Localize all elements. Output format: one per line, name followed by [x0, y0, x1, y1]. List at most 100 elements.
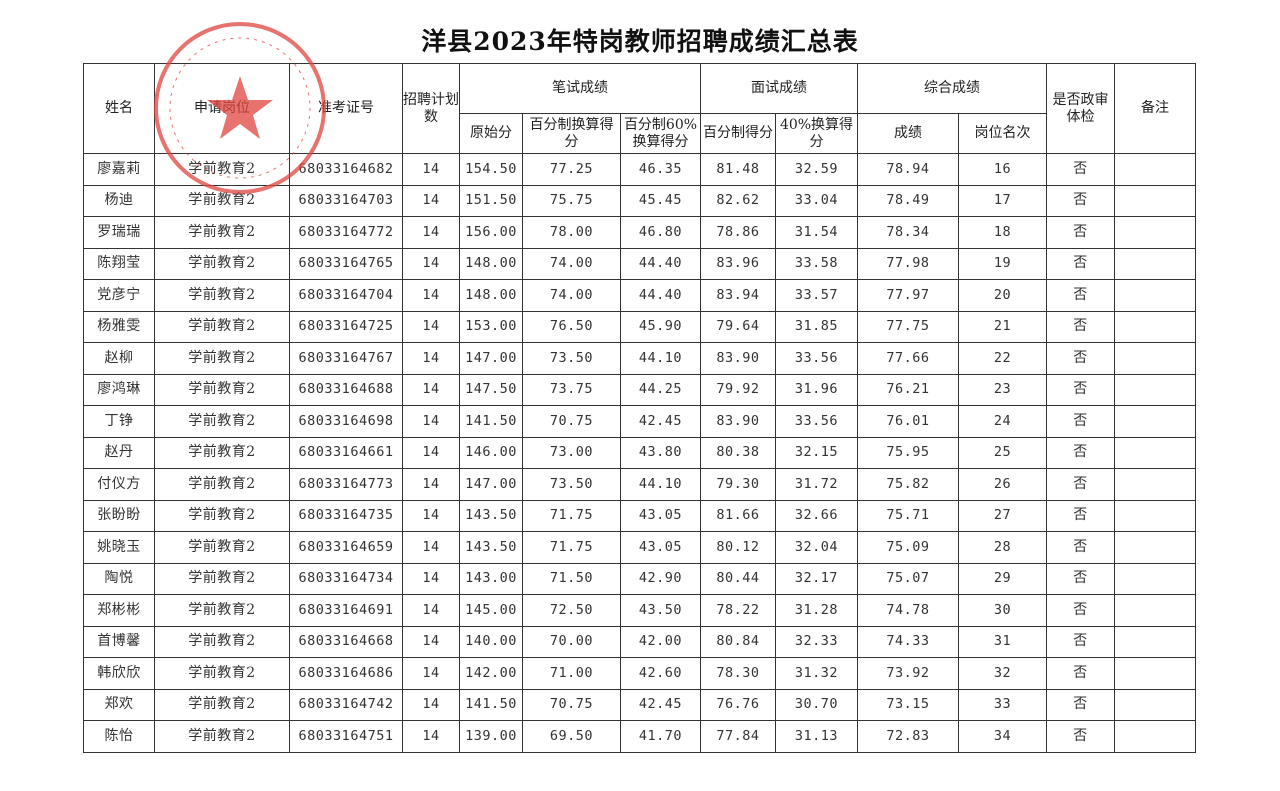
check-cell: 否: [1046, 531, 1115, 564]
check-cell: 否: [1046, 499, 1115, 532]
total-score-cell: 78.49: [857, 184, 959, 217]
rank-cell: 25: [958, 436, 1047, 469]
position-cell: 学前教育2: [154, 688, 290, 721]
written-pct-cell: 71.00: [522, 657, 621, 690]
interview-pct-cell: 83.90: [700, 342, 776, 375]
rank-cell: 20: [958, 279, 1047, 312]
written-pct-cell: 70.75: [522, 405, 621, 438]
name-cell: 廖鸿琳: [83, 373, 155, 406]
written-60-cell: 45.45: [620, 184, 701, 217]
plan-cell: 14: [402, 499, 460, 532]
plan-cell: 14: [402, 468, 460, 501]
position-cell: 学前教育2: [154, 216, 290, 249]
header-remark: 备注: [1114, 63, 1196, 154]
position-cell: 学前教育2: [154, 310, 290, 343]
table-row: 付仪方 学前教育2 68033164773 14 147.00 73.50 44.10 79.…: [83, 468, 1196, 501]
name-cell: 郑欢: [83, 688, 155, 721]
written-pct-cell: 75.75: [522, 184, 621, 217]
rank-cell: 26: [958, 468, 1047, 501]
check-cell: 否: [1046, 688, 1115, 721]
check-cell: 否: [1046, 594, 1115, 627]
exam-no-cell: 68033164725: [289, 310, 403, 343]
written-raw-cell: 143.50: [459, 531, 523, 564]
written-60-cell: 44.40: [620, 279, 701, 312]
interview-40-cell: 31.13: [775, 720, 858, 753]
total-score-cell: 73.15: [857, 688, 959, 721]
written-60-cell: 43.80: [620, 436, 701, 469]
exam-no-cell: 68033164735: [289, 499, 403, 532]
written-pct-cell: 73.50: [522, 468, 621, 501]
header-check: 是否政审体检: [1046, 63, 1115, 154]
written-pct-cell: 70.00: [522, 625, 621, 658]
position-cell: 学前教育2: [154, 468, 290, 501]
plan-cell: 14: [402, 342, 460, 375]
written-60-cell: 44.40: [620, 247, 701, 280]
interview-pct-cell: 81.66: [700, 499, 776, 532]
rank-cell: 29: [958, 562, 1047, 595]
check-cell: 否: [1046, 247, 1115, 280]
table-row: 丁铮 学前教育2 68033164698 14 141.50 70.75 42.45 83.9…: [83, 405, 1196, 438]
rank-cell: 30: [958, 594, 1047, 627]
rank-cell: 28: [958, 531, 1047, 564]
plan-cell: 14: [402, 216, 460, 249]
total-score-cell: 77.98: [857, 247, 959, 280]
total-score-cell: 74.78: [857, 594, 959, 627]
check-cell: 否: [1046, 468, 1115, 501]
plan-cell: 14: [402, 688, 460, 721]
exam-no-cell: 68033164765: [289, 247, 403, 280]
name-cell: 杨雅雯: [83, 310, 155, 343]
plan-cell: 14: [402, 310, 460, 343]
remark-cell: [1114, 342, 1196, 375]
position-cell: 学前教育2: [154, 373, 290, 406]
exam-no-cell: 68033164772: [289, 216, 403, 249]
written-pct-cell: 74.00: [522, 247, 621, 280]
interview-40-cell: 33.56: [775, 405, 858, 438]
total-score-cell: 73.92: [857, 657, 959, 690]
remark-cell: [1114, 625, 1196, 658]
name-cell: 付仪方: [83, 468, 155, 501]
name-cell: 韩欣欣: [83, 657, 155, 690]
check-cell: 否: [1046, 310, 1115, 343]
written-raw-cell: 147.50: [459, 373, 523, 406]
interview-pct-cell: 82.62: [700, 184, 776, 217]
header-rank: 岗位名次: [958, 113, 1047, 154]
table-row: 陈怡 学前教育2 68033164751 14 139.00 69.50 41.70 77.8…: [83, 720, 1196, 753]
total-score-cell: 75.95: [857, 436, 959, 469]
name-cell: 姚晓玉: [83, 531, 155, 564]
table-row: 郑欢 学前教育2 68033164742 14 141.50 70.75 42.45 76.7…: [83, 688, 1196, 721]
remark-cell: [1114, 594, 1196, 627]
exam-no-cell: 68033164751: [289, 720, 403, 753]
written-60-cell: 42.45: [620, 688, 701, 721]
written-60-cell: 46.80: [620, 216, 701, 249]
header-plan: 招聘计划数: [402, 63, 460, 154]
position-cell: 学前教育2: [154, 594, 290, 627]
remark-cell: [1114, 657, 1196, 690]
written-raw-cell: 151.50: [459, 184, 523, 217]
remark-cell: [1114, 405, 1196, 438]
written-60-cell: 43.50: [620, 594, 701, 627]
plan-cell: 14: [402, 562, 460, 595]
table-row: 廖嘉莉 学前教育2 68033164682 14 154.50 77.25 46.35 81.…: [83, 153, 1196, 186]
rank-cell: 27: [958, 499, 1047, 532]
table-body: 廖嘉莉 学前教育2 68033164682 14 154.50 77.25 46.35 81.…: [83, 153, 1196, 753]
total-score-cell: 76.21: [857, 373, 959, 406]
written-raw-cell: 146.00: [459, 436, 523, 469]
remark-cell: [1114, 310, 1196, 343]
total-score-cell: 76.01: [857, 405, 959, 438]
written-60-cell: 45.90: [620, 310, 701, 343]
interview-40-cell: 32.33: [775, 625, 858, 658]
header-written-raw: 原始分: [459, 113, 523, 154]
interview-pct-cell: 83.96: [700, 247, 776, 280]
written-60-cell: 44.10: [620, 342, 701, 375]
total-score-cell: 75.82: [857, 468, 959, 501]
written-raw-cell: 147.00: [459, 468, 523, 501]
written-60-cell: 42.90: [620, 562, 701, 595]
plan-cell: 14: [402, 247, 460, 280]
written-60-cell: 43.05: [620, 499, 701, 532]
written-pct-cell: 73.00: [522, 436, 621, 469]
interview-pct-cell: 79.92: [700, 373, 776, 406]
interview-40-cell: 32.04: [775, 531, 858, 564]
written-60-cell: 46.35: [620, 153, 701, 186]
plan-cell: 14: [402, 720, 460, 753]
written-pct-cell: 73.75: [522, 373, 621, 406]
